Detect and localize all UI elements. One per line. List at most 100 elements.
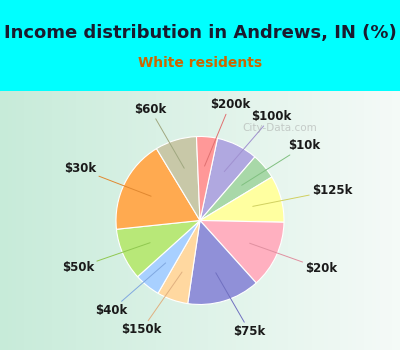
Bar	[376, 91, 380, 350]
Bar	[80, 91, 84, 350]
Bar	[4, 91, 8, 350]
Bar	[112, 91, 116, 350]
Wedge shape	[158, 220, 200, 303]
Bar	[64, 91, 68, 350]
Bar	[260, 91, 264, 350]
Bar	[360, 91, 364, 350]
Text: $40k: $40k	[95, 263, 166, 317]
Bar	[92, 91, 96, 350]
Bar	[316, 91, 320, 350]
Bar	[288, 91, 292, 350]
Bar	[240, 91, 244, 350]
Bar	[140, 91, 144, 350]
Bar	[272, 91, 276, 350]
Bar	[304, 91, 308, 350]
Bar	[336, 91, 340, 350]
Bar	[364, 91, 368, 350]
Wedge shape	[116, 149, 200, 229]
Bar	[108, 91, 112, 350]
Bar	[308, 91, 312, 350]
Bar	[16, 91, 20, 350]
Bar	[12, 91, 16, 350]
Bar	[52, 91, 56, 350]
Text: $100k: $100k	[224, 110, 292, 172]
Bar	[212, 91, 216, 350]
Text: $75k: $75k	[216, 273, 266, 338]
Bar	[392, 91, 396, 350]
Bar	[68, 91, 72, 350]
Bar	[384, 91, 388, 350]
Bar	[356, 91, 360, 350]
Bar	[40, 91, 44, 350]
Bar	[32, 91, 36, 350]
Bar	[244, 91, 248, 350]
Text: $200k: $200k	[204, 98, 250, 166]
Bar	[72, 91, 76, 350]
Bar	[340, 91, 344, 350]
Bar	[188, 91, 192, 350]
Bar	[120, 91, 124, 350]
Text: White residents: White residents	[138, 56, 262, 70]
Bar	[204, 91, 208, 350]
Text: City-Data.com: City-Data.com	[243, 123, 317, 133]
Bar	[136, 91, 140, 350]
Bar	[132, 91, 136, 350]
Bar	[24, 91, 28, 350]
Bar	[180, 91, 184, 350]
Bar	[104, 91, 108, 350]
Text: $10k: $10k	[242, 139, 321, 185]
Bar	[100, 91, 104, 350]
Bar	[276, 91, 280, 350]
Bar	[352, 91, 356, 350]
Bar	[200, 91, 204, 350]
Wedge shape	[200, 138, 255, 220]
Bar	[264, 91, 268, 350]
Wedge shape	[138, 220, 200, 293]
Bar	[220, 91, 224, 350]
Bar	[208, 91, 212, 350]
Bar	[296, 91, 300, 350]
Bar	[36, 91, 40, 350]
Bar	[196, 91, 200, 350]
Bar	[348, 91, 352, 350]
Bar	[248, 91, 252, 350]
Bar	[148, 91, 152, 350]
Bar	[280, 91, 284, 350]
Bar	[176, 91, 180, 350]
Text: $60k: $60k	[134, 103, 184, 168]
Bar	[116, 91, 120, 350]
Text: $125k: $125k	[253, 184, 352, 206]
Bar	[268, 91, 272, 350]
Text: $30k: $30k	[64, 162, 151, 196]
Bar	[48, 91, 52, 350]
Wedge shape	[200, 220, 284, 283]
Wedge shape	[196, 136, 218, 220]
Bar	[76, 91, 80, 350]
Bar	[0, 91, 4, 350]
Text: Income distribution in Andrews, IN (%): Income distribution in Andrews, IN (%)	[4, 24, 396, 42]
Wedge shape	[188, 220, 256, 304]
Bar	[44, 91, 48, 350]
Bar	[216, 91, 220, 350]
Bar	[124, 91, 128, 350]
Bar	[388, 91, 392, 350]
Bar	[372, 91, 376, 350]
Bar	[60, 91, 64, 350]
Bar	[232, 91, 236, 350]
Bar	[96, 91, 100, 350]
Bar	[28, 91, 32, 350]
Bar	[300, 91, 304, 350]
Bar	[284, 91, 288, 350]
Bar	[168, 91, 172, 350]
Bar	[256, 91, 260, 350]
Wedge shape	[200, 157, 272, 220]
Wedge shape	[156, 136, 200, 220]
Wedge shape	[200, 177, 284, 222]
Text: $150k: $150k	[122, 272, 182, 336]
Bar	[128, 91, 132, 350]
Bar	[380, 91, 384, 350]
Bar	[84, 91, 88, 350]
Bar	[192, 91, 196, 350]
Bar	[156, 91, 160, 350]
Wedge shape	[116, 220, 200, 277]
